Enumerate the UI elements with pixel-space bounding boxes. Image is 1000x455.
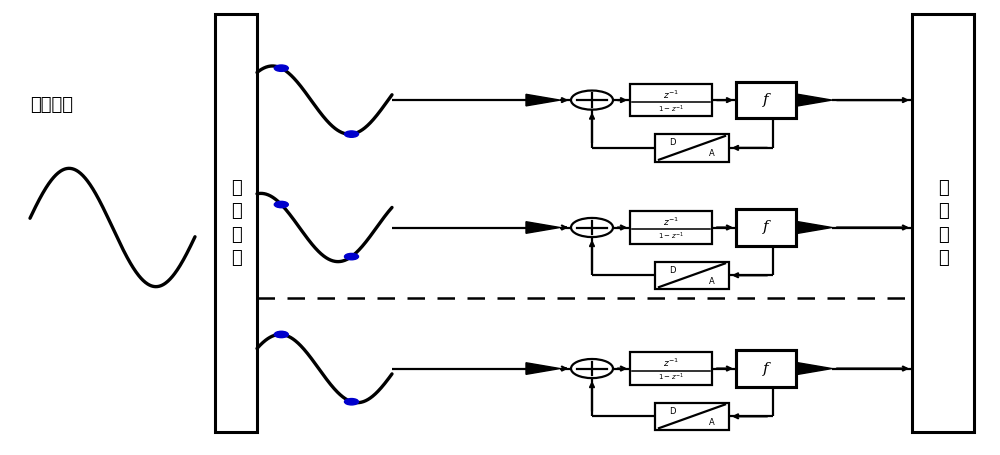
Bar bbox=[655, 134, 729, 162]
Text: 信
号
恢
复: 信 号 恢 复 bbox=[938, 178, 948, 268]
Bar bbox=[655, 403, 729, 430]
Text: D: D bbox=[669, 266, 675, 275]
Text: $1-z^{-1}$: $1-z^{-1}$ bbox=[658, 104, 684, 115]
Bar bbox=[736, 350, 796, 387]
Circle shape bbox=[345, 399, 359, 405]
Text: $z^{-1}$: $z^{-1}$ bbox=[663, 88, 679, 101]
Polygon shape bbox=[798, 94, 832, 106]
Bar bbox=[630, 352, 712, 385]
Text: $1-z^{-1}$: $1-z^{-1}$ bbox=[658, 231, 684, 243]
Text: D: D bbox=[669, 407, 675, 416]
Bar bbox=[215, 14, 257, 432]
Bar bbox=[630, 211, 712, 244]
Text: f: f bbox=[763, 362, 769, 375]
Polygon shape bbox=[798, 363, 832, 374]
Bar bbox=[912, 14, 974, 432]
Circle shape bbox=[274, 202, 288, 208]
Bar bbox=[655, 262, 729, 289]
Text: D: D bbox=[669, 138, 675, 147]
Text: $1-z^{-1}$: $1-z^{-1}$ bbox=[658, 372, 684, 384]
Bar bbox=[630, 84, 712, 116]
Text: 随
机
采
样: 随 机 采 样 bbox=[231, 178, 241, 268]
Text: 输入信号: 输入信号 bbox=[30, 96, 73, 114]
Text: $z^{-1}$: $z^{-1}$ bbox=[663, 216, 679, 228]
Bar bbox=[736, 209, 796, 246]
Text: f: f bbox=[763, 221, 769, 234]
Bar bbox=[736, 82, 796, 118]
Circle shape bbox=[274, 65, 288, 71]
Circle shape bbox=[345, 131, 359, 137]
Circle shape bbox=[274, 331, 288, 338]
Text: A: A bbox=[709, 277, 715, 286]
Polygon shape bbox=[526, 94, 560, 106]
Text: A: A bbox=[709, 149, 715, 158]
Polygon shape bbox=[798, 222, 832, 233]
Text: $z^{-1}$: $z^{-1}$ bbox=[663, 357, 679, 369]
Text: A: A bbox=[709, 418, 715, 427]
Polygon shape bbox=[526, 222, 560, 233]
Circle shape bbox=[345, 253, 359, 260]
Text: f: f bbox=[763, 93, 769, 107]
Polygon shape bbox=[526, 363, 560, 374]
